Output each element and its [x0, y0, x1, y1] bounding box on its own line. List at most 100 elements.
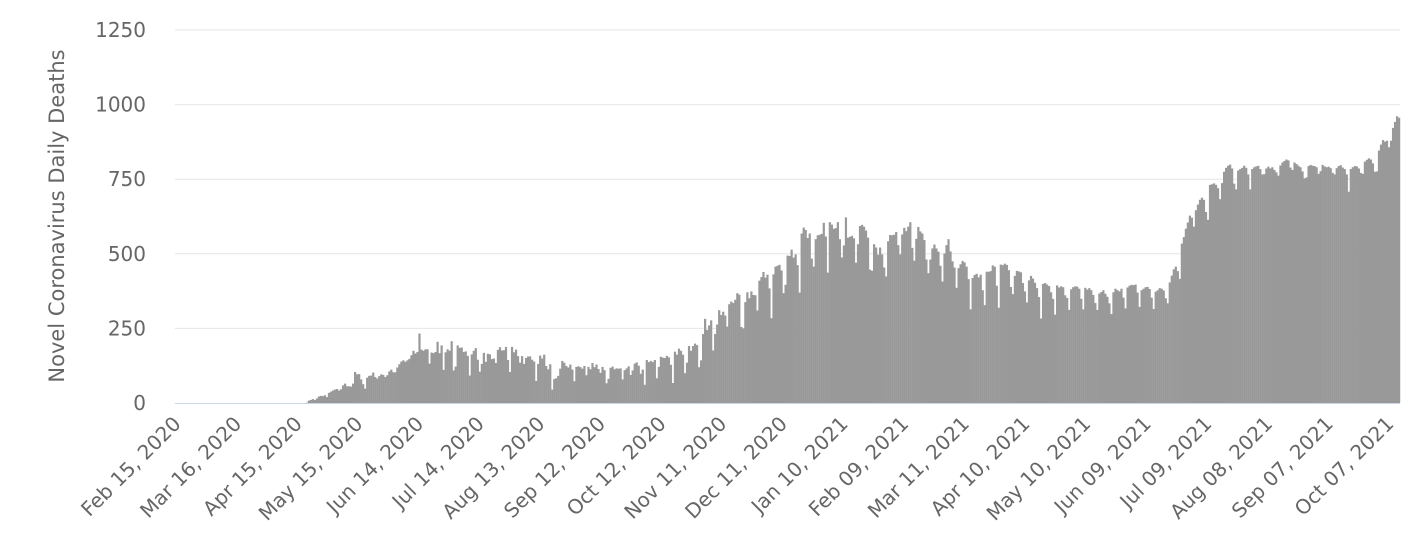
- bar: [889, 235, 892, 403]
- bar: [352, 383, 355, 403]
- bar: [1045, 284, 1049, 403]
- bar: [356, 374, 359, 403]
- bar: [1062, 287, 1065, 403]
- bar: [374, 377, 377, 403]
- bar: [979, 274, 982, 403]
- bar: [555, 378, 558, 403]
- bar: [605, 383, 608, 403]
- bar: [1142, 288, 1145, 403]
- bar: [623, 370, 626, 403]
- bar: [649, 360, 652, 403]
- bar: [848, 236, 852, 403]
- bar: [858, 226, 862, 403]
- bar: [1084, 287, 1087, 403]
- bar: [875, 247, 878, 403]
- bar: [1202, 199, 1206, 403]
- bar: [953, 267, 956, 403]
- bar: [993, 266, 996, 403]
- bar: [1166, 303, 1169, 403]
- bar: [1363, 161, 1366, 403]
- bar: [315, 398, 319, 403]
- bar: [774, 266, 777, 403]
- bar: [929, 259, 932, 403]
- bar: [1007, 270, 1010, 403]
- bar: [909, 222, 912, 403]
- bar: [585, 375, 588, 403]
- bar: [967, 279, 970, 403]
- bar: [321, 396, 325, 403]
- bar: [1210, 184, 1214, 403]
- bar: [788, 255, 791, 403]
- bar: [925, 259, 928, 403]
- bar: [991, 265, 994, 403]
- bar: [569, 364, 572, 403]
- bar: [1307, 166, 1310, 403]
- bar: [1011, 294, 1014, 403]
- bar: [732, 303, 735, 403]
- bar: [1170, 275, 1173, 403]
- bar: [1271, 167, 1274, 403]
- bar: [1349, 169, 1352, 403]
- bar: [961, 260, 964, 403]
- bar: [514, 349, 518, 403]
- bar: [866, 237, 870, 403]
- bar: [659, 356, 662, 403]
- bar: [706, 329, 709, 403]
- bar: [325, 397, 329, 403]
- bar: [738, 294, 741, 403]
- bar: [669, 364, 673, 403]
- bar: [1295, 163, 1298, 403]
- bar: [754, 295, 757, 403]
- bar: [1343, 169, 1346, 403]
- bar: [553, 379, 556, 403]
- bar: [595, 364, 598, 403]
- bar: [504, 346, 508, 403]
- bar: [398, 364, 401, 403]
- bar: [460, 347, 463, 403]
- bar: [810, 258, 813, 403]
- bar: [1337, 166, 1340, 403]
- bar: [1214, 184, 1218, 403]
- bar: [1267, 166, 1270, 403]
- bar: [870, 270, 874, 403]
- bar: [364, 388, 367, 403]
- bar: [1351, 167, 1354, 403]
- bar: [838, 239, 841, 403]
- bar: [319, 395, 323, 403]
- bar: [1021, 283, 1025, 403]
- bar: [466, 355, 469, 403]
- bar: [506, 360, 510, 403]
- bar: [939, 265, 942, 403]
- bar: [1009, 286, 1012, 403]
- bar: [1277, 175, 1280, 403]
- bar: [362, 384, 365, 403]
- bar: [675, 354, 679, 403]
- y-tick-label: 750: [108, 167, 146, 191]
- bar: [1027, 280, 1031, 403]
- bar: [1305, 177, 1308, 403]
- bar: [331, 390, 335, 403]
- bar: [1313, 166, 1316, 403]
- bar: [1279, 165, 1282, 403]
- bar: [440, 345, 443, 403]
- bar: [313, 400, 316, 403]
- bar: [1122, 297, 1125, 403]
- bar: [307, 400, 310, 403]
- bar: [1367, 158, 1371, 403]
- bar: [1255, 166, 1258, 403]
- bar: [760, 277, 763, 403]
- bar: [792, 257, 795, 403]
- bar: [726, 326, 729, 403]
- bar: [456, 345, 459, 403]
- bar: [1259, 169, 1262, 403]
- bar: [611, 366, 614, 403]
- bar: [573, 381, 576, 403]
- bar: [704, 318, 707, 403]
- bar: [937, 251, 940, 403]
- bar: [583, 366, 586, 403]
- bar: [1345, 174, 1348, 403]
- bar: [969, 309, 972, 403]
- bar: [708, 325, 711, 403]
- bar: [728, 304, 731, 403]
- bar: [834, 228, 837, 403]
